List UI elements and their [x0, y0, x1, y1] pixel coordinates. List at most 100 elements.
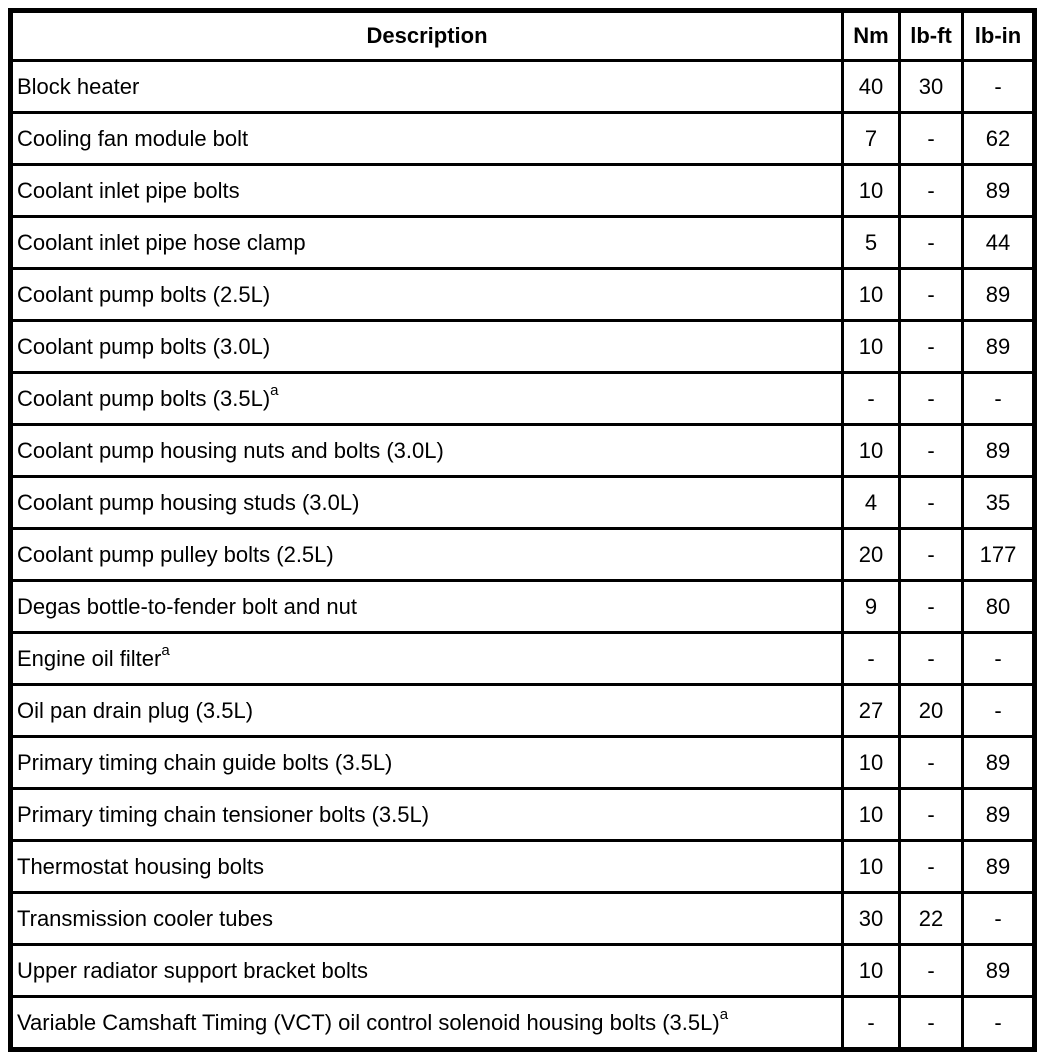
description-text: Primary timing chain tensioner bolts (3.…: [17, 801, 430, 827]
lbin-value-cell: -: [961, 371, 1036, 426]
table-row: Coolant pump housing nuts and bolts (3.0…: [9, 423, 1036, 478]
description-text: Engine oil filter: [17, 645, 162, 671]
nm-value-cell: 9: [841, 579, 901, 634]
description-cell: Engine oil filtera: [9, 631, 844, 686]
lbft-value-cell: 22: [898, 891, 964, 946]
lbin-value-cell: 89: [961, 319, 1036, 374]
lbft-value-cell: -: [898, 579, 964, 634]
lbin-value-cell: 89: [961, 839, 1036, 894]
column-header-nm: Nm: [841, 9, 901, 62]
nm-value-cell: 10: [841, 163, 901, 218]
nm-value-cell: 27: [841, 683, 901, 738]
table-row: Upper radiator support bracket bolts 10 …: [9, 943, 1036, 998]
description-text: Thermostat housing bolts: [17, 853, 265, 879]
nm-value-cell: 7: [841, 111, 901, 166]
description-cell: Upper radiator support bracket bolts: [9, 943, 844, 998]
description-cell: Block heater: [9, 59, 844, 114]
nm-value-cell: 10: [841, 787, 901, 842]
description-text: Coolant pump bolts (3.0L): [17, 333, 271, 359]
table-row: Coolant pump bolts (2.5L) 10 - 89: [9, 267, 1036, 322]
description-cell: Coolant pump housing nuts and bolts (3.0…: [9, 423, 844, 478]
table-row: Transmission cooler tubes 30 22 -: [9, 891, 1036, 946]
lbft-value-cell: -: [898, 475, 964, 530]
lbin-value-cell: 89: [961, 423, 1036, 478]
table-row: Engine oil filtera - - -: [9, 631, 1036, 686]
nm-value-cell: 10: [841, 943, 901, 998]
nm-value-cell: 5: [841, 215, 901, 270]
table-row: Cooling fan module bolt 7 - 62: [9, 111, 1036, 166]
description-text: Oil pan drain plug (3.5L): [17, 697, 254, 723]
description-cell: Coolant pump bolts (2.5L): [9, 267, 844, 322]
lbft-value-cell: -: [898, 631, 964, 686]
footnote-marker: a: [161, 642, 170, 660]
description-text: Cooling fan module bolt: [17, 125, 249, 151]
lbin-value-cell: 89: [961, 267, 1036, 322]
description-cell: Coolant pump bolts (3.0L): [9, 319, 844, 374]
nm-value-cell: -: [841, 371, 901, 426]
lbin-value-cell: -: [961, 59, 1036, 114]
table-row: Degas bottle-to-fender bolt and nut 9 - …: [9, 579, 1036, 634]
description-cell: Coolant inlet pipe hose clamp: [9, 215, 844, 270]
description-text: Upper radiator support bracket bolts: [17, 957, 368, 983]
nm-value-cell: 10: [841, 839, 901, 894]
lbin-value-cell: -: [961, 995, 1036, 1051]
description-text: Coolant pump pulley bolts (2.5L): [17, 541, 334, 567]
lbin-value-cell: 89: [961, 787, 1036, 842]
description-text: Coolant inlet pipe bolts: [17, 177, 240, 203]
description-cell: Coolant pump housing studs (3.0L): [9, 475, 844, 530]
table-row: Coolant pump bolts (3.5L)a - - -: [9, 371, 1036, 426]
nm-value-cell: 4: [841, 475, 901, 530]
nm-value-cell: 10: [841, 267, 901, 322]
description-cell: Primary timing chain tensioner bolts (3.…: [9, 787, 844, 842]
nm-value-cell: -: [841, 631, 901, 686]
nm-value-cell: 40: [841, 59, 901, 114]
lbin-value-cell: -: [961, 631, 1036, 686]
table-row: Primary timing chain guide bolts (3.5L) …: [9, 735, 1036, 790]
description-text: Coolant pump housing studs (3.0L): [17, 489, 360, 515]
lbin-value-cell: 44: [961, 215, 1036, 270]
nm-value-cell: 20: [841, 527, 901, 582]
column-header-lbin: lb-in: [961, 9, 1036, 62]
footnote-marker: a: [719, 1006, 729, 1024]
lbft-value-cell: -: [898, 371, 964, 426]
description-text: Coolant pump housing nuts and bolts (3.0…: [17, 437, 444, 463]
lbin-value-cell: 89: [961, 735, 1036, 790]
lbft-value-cell: -: [898, 163, 964, 218]
description-cell: Coolant pump pulley bolts (2.5L): [9, 527, 844, 582]
lbft-value-cell: 30: [898, 59, 964, 114]
description-text: Coolant pump bolts (2.5L): [17, 281, 271, 307]
table-row: Primary timing chain tensioner bolts (3.…: [9, 787, 1036, 842]
lbft-value-cell: -: [898, 735, 964, 790]
description-cell: Primary timing chain guide bolts (3.5L): [9, 735, 844, 790]
table-row: Coolant inlet pipe hose clamp 5 - 44: [9, 215, 1036, 270]
table-header-row: Description Nm lb-ft lb-in: [9, 9, 1036, 62]
nm-value-cell: 10: [841, 735, 901, 790]
lbft-value-cell: -: [898, 787, 964, 842]
lbft-value-cell: -: [898, 215, 964, 270]
lbft-value-cell: -: [898, 267, 964, 322]
lbin-value-cell: 177: [961, 527, 1036, 582]
document-page: Description Nm lb-ft lb-in Block heater …: [8, 8, 1037, 1052]
table-row: Block heater 40 30 -: [9, 59, 1036, 114]
description-text: Block heater: [17, 73, 140, 99]
lbft-value-cell: 20: [898, 683, 964, 738]
description-text: Variable Camshaft Timing (VCT) oil contr…: [17, 1009, 720, 1035]
description-cell: Degas bottle-to-fender bolt and nut: [9, 579, 844, 634]
lbin-value-cell: 62: [961, 111, 1036, 166]
lbin-value-cell: 35: [961, 475, 1036, 530]
description-text: Coolant pump bolts (3.5L): [17, 385, 271, 411]
description-cell: Coolant pump bolts (3.5L)a: [9, 371, 844, 426]
description-text: Coolant inlet pipe hose clamp: [17, 229, 306, 255]
description-text: Degas bottle-to-fender bolt and nut: [17, 593, 358, 619]
table-row: Coolant pump housing studs (3.0L) 4 - 35: [9, 475, 1036, 530]
nm-value-cell: 30: [841, 891, 901, 946]
description-text: Primary timing chain guide bolts (3.5L): [17, 749, 393, 775]
nm-value-cell: -: [841, 995, 901, 1051]
footnote-marker: a: [270, 382, 279, 400]
table-row: Coolant inlet pipe bolts 10 - 89: [9, 163, 1036, 218]
nm-value-cell: 10: [841, 319, 901, 374]
column-header-description: Description: [9, 9, 844, 62]
description-text: Transmission cooler tubes: [17, 905, 273, 931]
lbft-value-cell: -: [898, 423, 964, 478]
lbft-value-cell: -: [898, 111, 964, 166]
